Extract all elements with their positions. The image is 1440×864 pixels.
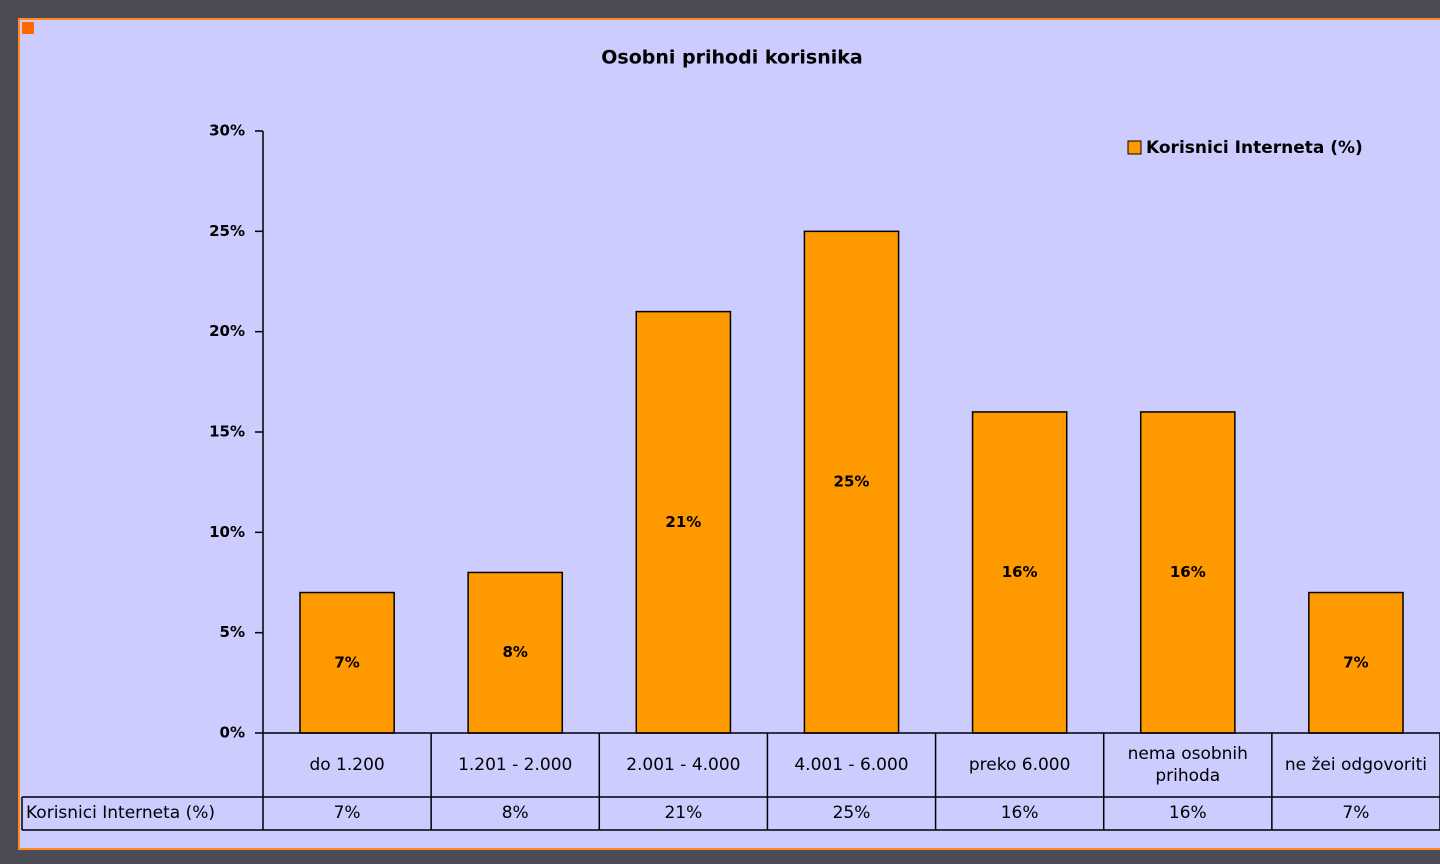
table-value: 7% <box>333 803 361 824</box>
x-tick-label: ne žei odgovoriti <box>1284 754 1427 775</box>
table-value: 21% <box>664 803 703 824</box>
x-tick-label: nema osobnih prihoda <box>1127 743 1248 786</box>
data-label: 7% <box>1343 653 1368 671</box>
x-tick-label: do 1.200 <box>309 754 385 775</box>
table-value: 16% <box>1168 803 1207 824</box>
table-row-header: Korisnici Interneta (%) <box>26 803 215 824</box>
chart-title: Osobni prihodi korisnika <box>601 47 862 69</box>
y-tick-label: 20% <box>209 322 245 340</box>
x-tick-label: 2.001 - 4.000 <box>626 754 741 775</box>
table-value: 8% <box>501 803 529 824</box>
data-label: 21% <box>665 513 701 531</box>
legend-swatch <box>1127 140 1142 155</box>
corner-mark <box>22 22 34 34</box>
y-tick-label: 15% <box>209 423 245 441</box>
bar <box>299 591 395 734</box>
x-tick-label: preko 6.000 <box>968 754 1071 775</box>
y-tick-label: 30% <box>209 122 245 140</box>
bar <box>803 230 900 734</box>
y-tick-label: 0% <box>220 724 245 742</box>
legend-label: Korisnici Interneta (%) <box>1146 138 1363 158</box>
table-value: 25% <box>832 803 871 824</box>
data-label: 16% <box>1002 563 1038 581</box>
bar <box>1139 411 1236 734</box>
y-tick-label: 25% <box>209 222 245 240</box>
y-tick-label: 5% <box>220 623 245 641</box>
bar <box>971 411 1068 734</box>
x-tick-label: 1.201 - 2.000 <box>458 754 573 775</box>
bar <box>635 310 732 734</box>
table-value: 7% <box>1342 803 1370 824</box>
data-label: 25% <box>834 473 870 491</box>
y-tick-label: 10% <box>209 523 245 541</box>
bar <box>467 571 564 734</box>
data-label: 7% <box>334 653 359 671</box>
x-tick-label: 4.001 - 6.000 <box>794 754 909 775</box>
data-label: 8% <box>502 643 527 661</box>
bar <box>1308 591 1404 734</box>
table-value: 16% <box>1000 803 1039 824</box>
data-label: 16% <box>1170 563 1206 581</box>
